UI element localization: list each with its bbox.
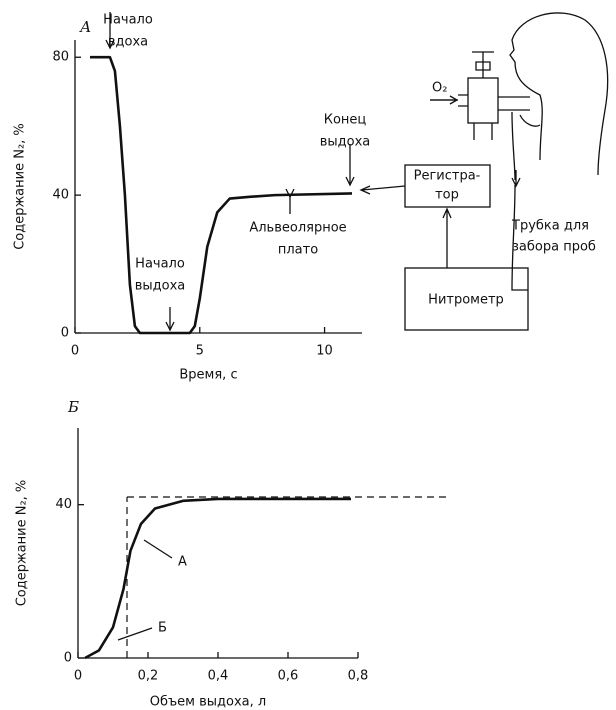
- tube-label: Трубка для: [511, 219, 589, 234]
- x-tick-label: 0,6: [278, 669, 299, 684]
- arrow-head: [345, 176, 355, 187]
- x-tick-label: 0: [74, 669, 82, 684]
- gas-label: O₂: [432, 81, 447, 96]
- y-tick-label: 40: [55, 497, 72, 512]
- annotation-pointer: [143, 539, 173, 559]
- y-tick-label: 80: [52, 50, 69, 65]
- x-axis-label: Объем выдоха, л: [150, 695, 266, 710]
- panel-label: А: [79, 18, 91, 36]
- signal-arrow: [442, 207, 452, 268]
- annotation: выдоха: [135, 279, 186, 294]
- annotation: плато: [278, 243, 318, 258]
- annotation: Начало: [103, 13, 153, 28]
- x-tick-label: 0: [71, 344, 79, 359]
- arrow-head: [285, 188, 295, 199]
- annotation: выдоха: [320, 135, 371, 150]
- valve: [467, 77, 499, 124]
- annotation: Альвеолярное: [249, 221, 346, 236]
- x-tick-label: 5: [196, 344, 204, 359]
- nitrometer-box: [404, 267, 529, 331]
- y-axis-label: Содержание N₂, %: [15, 480, 30, 607]
- x-tick-label: 0,2: [138, 669, 159, 684]
- y-tick-label: 0: [64, 651, 72, 666]
- curve: [84, 497, 351, 660]
- annotation: Б: [158, 621, 167, 636]
- valve-parts: [430, 51, 494, 140]
- recorder-label: тор: [435, 188, 459, 203]
- sample-tube: [511, 111, 528, 291]
- o2-arrow: [430, 95, 459, 105]
- x-tick-label: 0,4: [208, 669, 229, 684]
- recorder-label: Регистра-: [414, 169, 481, 184]
- annotation: Конец: [324, 113, 367, 128]
- x-tick-label: 10: [316, 344, 333, 359]
- head: [509, 12, 609, 176]
- y-axis-label: Содержание N₂, %: [13, 123, 28, 250]
- y-tick-label: 0: [61, 326, 69, 341]
- arrow-head: [105, 39, 115, 50]
- annotation: А: [178, 555, 187, 570]
- nitrometer-label: Нитрометр: [428, 293, 504, 308]
- y-tick-label: 40: [52, 188, 69, 203]
- x-axis-label: Время, с: [179, 368, 237, 383]
- curve: [89, 55, 353, 335]
- annotation: вдоха: [108, 35, 148, 50]
- output-arrow: [359, 185, 406, 195]
- panel-label: Б: [67, 398, 79, 416]
- tube-label: забора проб: [512, 240, 596, 255]
- mouthpiece: [498, 96, 541, 127]
- arrow-head: [165, 321, 175, 332]
- x-tick-label: 0,8: [348, 669, 369, 684]
- annotation: Начало: [135, 257, 185, 272]
- annotation-pointer: [117, 627, 153, 641]
